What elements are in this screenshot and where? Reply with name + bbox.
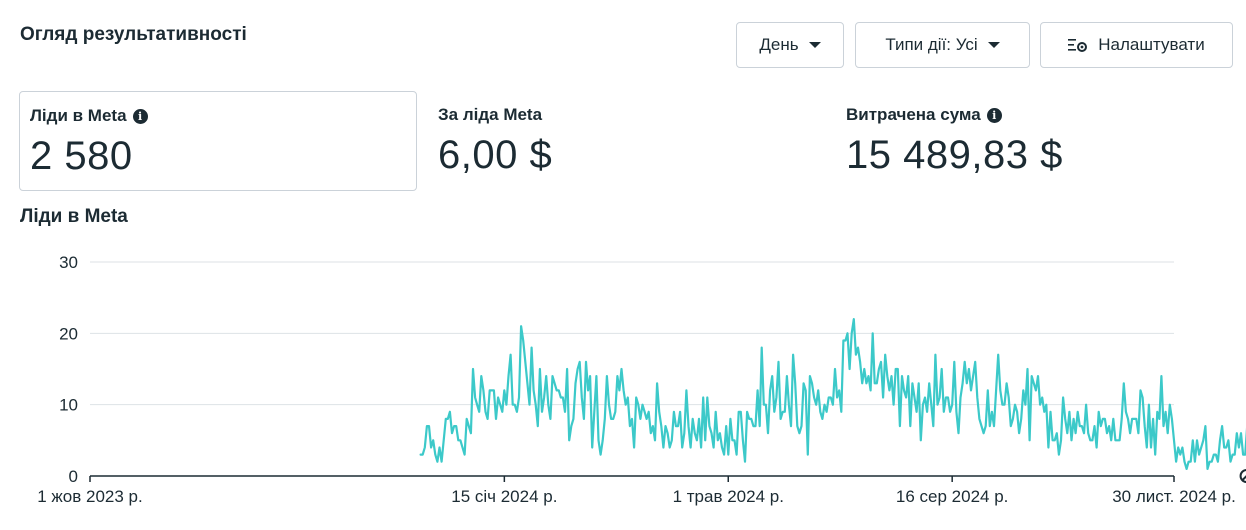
action-types-dropdown[interactable]: Типи дії: Усі: [855, 22, 1030, 68]
settings-sliders-icon: [1068, 39, 1088, 52]
metric-label-row: Витрачена сума i: [846, 105, 1002, 125]
y-tick-label: 10: [59, 396, 78, 415]
metric-value: 6,00 $: [438, 133, 553, 177]
x-tick-label: 1 трав 2024 р.: [673, 487, 784, 506]
metric-card-leads[interactable]: Ліди в Meta i 2 580: [19, 91, 417, 191]
metric-label: За ліда Meta: [438, 105, 543, 124]
x-tick-label: 30 лист. 2024 р.: [1112, 487, 1236, 506]
x-tick-label: 1 жов 2023 р.: [37, 487, 142, 506]
caret-down-icon: [987, 42, 1000, 48]
chart-title: Ліди в Meta: [20, 206, 128, 227]
metric-value: 15 489,83 $: [846, 133, 1063, 177]
y-tick-label: 0: [69, 467, 78, 486]
page-title: Огляд результативності: [20, 24, 247, 45]
caret-down-icon: [808, 42, 821, 48]
x-tick-label: 15 січ 2024 р.: [451, 487, 557, 506]
missing-data-marker-icon: [1239, 469, 1246, 483]
customize-label: Налаштувати: [1098, 35, 1205, 54]
metric-label-row: Ліди в Meta i: [30, 106, 148, 126]
metric-label: Ліди в Meta: [30, 106, 127, 125]
series-line: [419, 318, 1246, 470]
metric-value: 2 580: [30, 134, 133, 178]
info-icon[interactable]: i: [132, 108, 148, 124]
customize-button[interactable]: Налаштувати: [1040, 22, 1233, 68]
x-tick-label: 16 сер 2024 р.: [896, 487, 1008, 506]
metric-card-amount-spent[interactable]: Витрачена сума i 15 489,83 $: [836, 91, 1234, 191]
metric-label: Витрачена сума: [846, 105, 981, 124]
action-types-label: Типи дії: Усі: [885, 35, 978, 54]
metric-card-cost-per-lead[interactable]: За ліда Meta 6,00 $: [428, 91, 826, 191]
y-tick-label: 20: [59, 324, 78, 343]
date-granularity-label: День: [759, 35, 799, 54]
date-granularity-dropdown[interactable]: День: [736, 22, 844, 68]
y-tick-label: 30: [59, 253, 78, 272]
metric-label-row: За ліда Meta: [438, 105, 542, 125]
info-icon[interactable]: i: [986, 107, 1002, 123]
